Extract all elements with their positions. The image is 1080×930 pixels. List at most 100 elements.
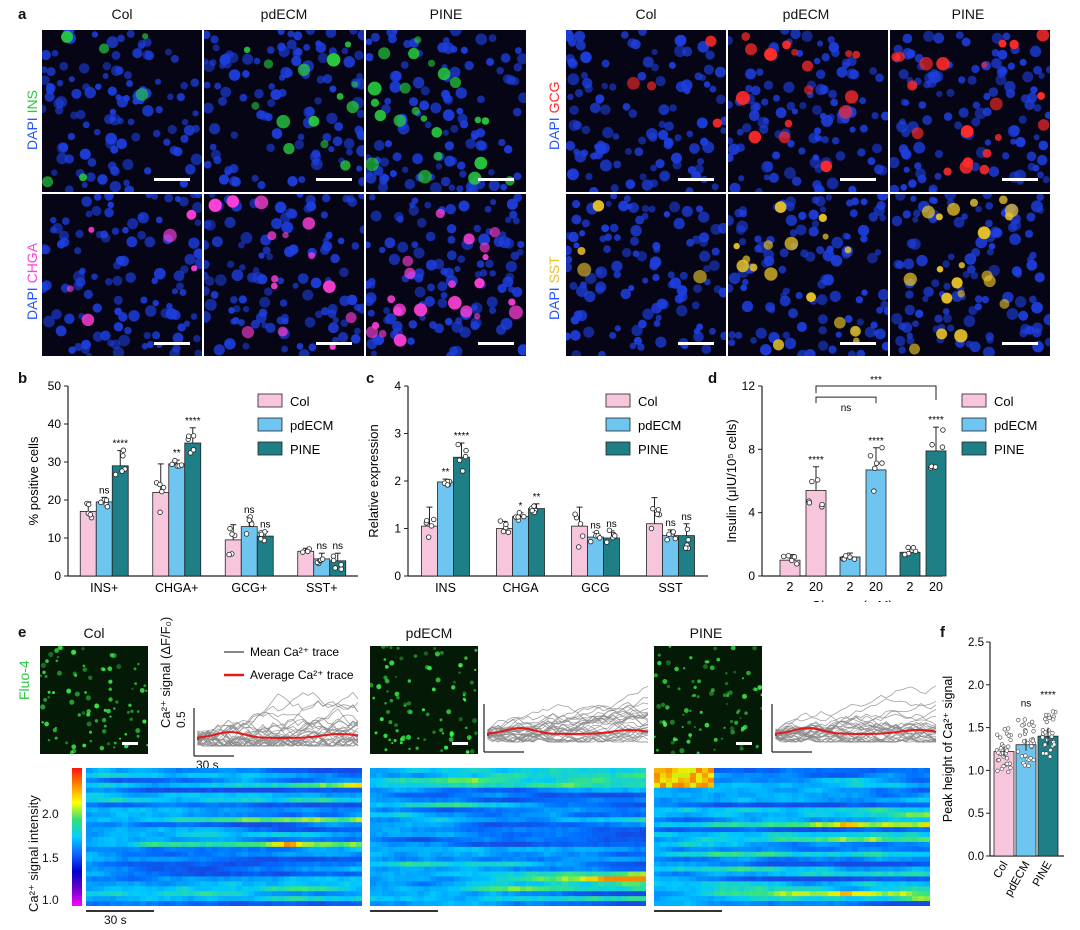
heatmap-cell — [254, 777, 261, 784]
heatmap-cell — [502, 822, 509, 828]
heatmap-cell — [308, 846, 315, 853]
dapi-nucleus — [261, 322, 268, 329]
data-point — [169, 461, 175, 468]
heatmap-cell — [370, 876, 377, 882]
stained-cell — [344, 41, 352, 48]
heatmap-cell — [574, 817, 581, 823]
heatmap-cell — [514, 797, 521, 803]
heatmap-cell — [484, 777, 491, 784]
heatmap-cell — [424, 901, 431, 906]
dapi-nucleus — [641, 212, 649, 220]
fluo-cell — [691, 679, 695, 684]
stained-cell — [733, 242, 740, 250]
heatmap-cell — [164, 822, 171, 828]
row-label-ins: DAPI INS — [24, 90, 40, 150]
heatmap-cell — [248, 768, 255, 774]
dapi-nucleus — [386, 30, 398, 38]
heatmap-cell — [308, 797, 315, 803]
data-point — [444, 482, 451, 488]
heatmap-cell — [284, 871, 291, 877]
heatmap-cell — [110, 886, 117, 892]
heatmap-cell — [418, 901, 425, 906]
dapi-nucleus — [568, 119, 580, 131]
dapi-nucleus — [297, 273, 309, 284]
fluo-cell — [669, 719, 675, 725]
heatmap-cell — [176, 856, 183, 863]
heatmap-cell — [660, 768, 667, 774]
heatmap-cell — [134, 886, 141, 892]
data-point — [425, 534, 432, 540]
dapi-nucleus — [983, 346, 995, 356]
heatmap-cell — [906, 772, 913, 779]
heatmap-cell — [520, 901, 527, 906]
dapi-nucleus — [635, 215, 645, 225]
heatmap-cell — [266, 787, 273, 794]
heatmap-cell — [212, 856, 219, 863]
dapi-nucleus — [82, 121, 90, 129]
heatmap-cell — [520, 896, 527, 902]
stained-cell — [431, 127, 443, 138]
heatmap-cell — [146, 886, 153, 892]
fluo-cell — [131, 687, 134, 691]
heatmap-cell — [302, 861, 309, 868]
heatmap-cell — [622, 802, 629, 808]
heatmap-cell — [356, 802, 362, 808]
heatmap-cell — [230, 822, 237, 828]
dapi-nucleus — [79, 148, 91, 160]
dapi-nucleus — [194, 349, 202, 356]
data-point — [112, 471, 119, 478]
heatmap-cell — [212, 896, 219, 902]
heatmap-cell — [350, 846, 357, 853]
x-category-label: CHGA+ — [155, 581, 198, 592]
heatmap-cell — [586, 832, 593, 838]
heatmap-cell — [628, 817, 635, 823]
heatmap-cell — [218, 866, 225, 872]
heatmap-cell — [284, 772, 291, 779]
heatmap-cell — [430, 792, 437, 799]
heatmap-cell — [436, 772, 443, 779]
heatmap-cell — [532, 896, 539, 902]
heatmap-cell — [176, 827, 183, 833]
heatmap-cell — [182, 861, 189, 868]
dapi-nucleus — [286, 39, 297, 50]
heatmap-cell — [302, 866, 309, 872]
stained-cell — [267, 231, 277, 241]
heatmap-cell — [140, 768, 147, 774]
fluo-cell — [688, 733, 692, 737]
bar — [437, 481, 454, 577]
heatmap-cell — [308, 851, 315, 858]
heatmap-cell — [634, 866, 641, 872]
heatmap-cell — [586, 768, 593, 774]
dapi-nucleus — [145, 305, 157, 317]
heatmap-cell — [634, 846, 641, 853]
heatmap-cell — [308, 827, 315, 833]
heatmap-cell — [610, 768, 617, 774]
heatmap-cell — [616, 881, 623, 887]
heatmap-cell — [598, 822, 605, 828]
fluo-cell — [677, 687, 681, 691]
data-point — [910, 545, 917, 551]
dapi-nucleus — [454, 265, 461, 273]
fluo-cell — [407, 679, 412, 683]
heatmap-cell — [128, 822, 135, 828]
dapi-nucleus — [974, 303, 982, 311]
heatmap-cell — [278, 832, 285, 838]
heatmap-cell — [508, 891, 515, 897]
heatmap-cell — [194, 896, 201, 902]
heatmap-cell — [388, 792, 395, 799]
heatmap-cell — [376, 782, 383, 789]
dapi-nucleus — [1020, 323, 1031, 335]
dapi-nucleus — [325, 30, 337, 38]
heatmap-cell — [260, 881, 267, 887]
heatmap-cell — [592, 812, 599, 818]
fluo-cell — [384, 664, 389, 669]
heatmap-cell — [622, 837, 629, 843]
heatmap-cell — [412, 886, 419, 892]
heatmap-cell — [146, 797, 153, 803]
dapi-nucleus — [144, 236, 156, 248]
heatmap-cell — [92, 901, 99, 906]
fluo-cell — [681, 725, 684, 728]
heatmap-cell — [230, 832, 237, 838]
dapi-nucleus — [754, 245, 762, 253]
heatmap-cell — [394, 866, 401, 872]
